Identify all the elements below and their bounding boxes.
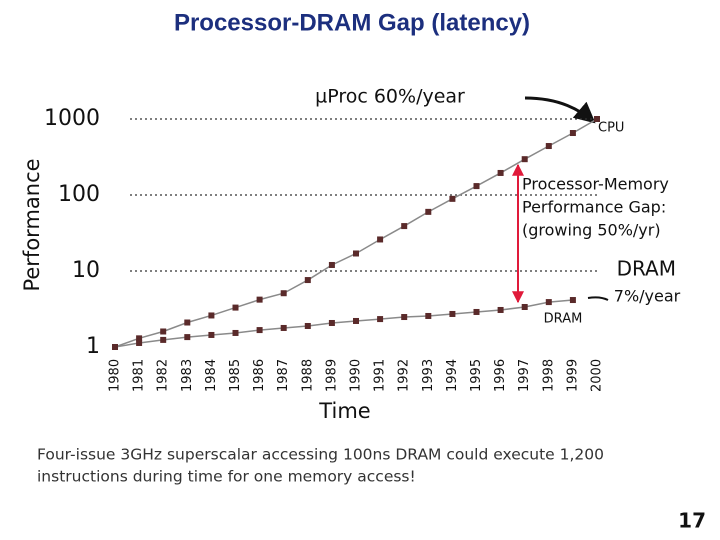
x-tick-label: 1990 xyxy=(349,359,364,392)
data-point xyxy=(280,324,287,331)
footnote: Four-issue 3GHz superscalar accessing 10… xyxy=(37,446,604,464)
x-tick-label: 1999 xyxy=(565,359,580,392)
data-point xyxy=(521,303,528,310)
y-tick-label: 100 xyxy=(58,182,100,207)
legend-label: CPU xyxy=(598,121,624,136)
data-point xyxy=(473,183,480,190)
data-point xyxy=(136,335,143,342)
data-point xyxy=(401,314,408,321)
footnote: instructions during time for one memory … xyxy=(37,468,416,486)
data-point xyxy=(184,334,191,341)
annotation: 7%/year xyxy=(614,287,681,306)
x-tick-label: 2000 xyxy=(590,359,605,392)
x-tick-label: 1989 xyxy=(324,359,339,392)
data-point xyxy=(280,290,287,297)
series-line xyxy=(114,299,573,348)
x-axis-label: Time xyxy=(318,399,370,423)
data-point xyxy=(232,329,239,336)
annotation: DRAM xyxy=(617,257,676,281)
y-tick-label: 1 xyxy=(86,334,100,359)
x-tick-label: 1986 xyxy=(252,359,267,392)
dram-pointer xyxy=(587,296,609,301)
data-point xyxy=(377,236,384,243)
x-tick-label: 1992 xyxy=(397,359,412,392)
chart-title: Processor-DRAM Gap (latency) xyxy=(174,9,530,36)
data-point xyxy=(304,277,311,284)
annotation: (growing 50%/yr) xyxy=(522,221,661,240)
x-tick-label: 1984 xyxy=(204,359,219,392)
y-tick-label: 10 xyxy=(72,258,100,283)
x-tick-label: 1980 xyxy=(108,359,123,392)
data-point xyxy=(449,310,456,317)
data-point xyxy=(497,306,504,313)
data-point xyxy=(160,336,167,343)
x-tick-label: 1997 xyxy=(517,359,532,392)
x-tick-label: 1998 xyxy=(541,359,556,392)
data-point xyxy=(353,250,359,257)
x-tick-label: 1983 xyxy=(180,359,195,392)
x-tick-label: 1988 xyxy=(300,359,315,392)
data-point xyxy=(328,261,335,268)
data-point xyxy=(497,169,504,176)
page-number: 17 xyxy=(678,509,706,533)
data-point xyxy=(401,223,408,230)
x-tick-label: 1981 xyxy=(132,359,147,392)
x-tick-label: 1985 xyxy=(228,359,243,392)
data-point xyxy=(160,328,167,335)
x-tick-label: 1987 xyxy=(276,359,291,392)
data-point xyxy=(208,312,215,319)
data-point xyxy=(594,116,600,122)
data-point xyxy=(232,304,239,311)
data-point xyxy=(256,296,263,303)
x-tick-label: 1982 xyxy=(156,359,171,392)
data-point xyxy=(545,299,552,306)
legend-label: DRAM xyxy=(544,312,583,327)
annotation: Performance Gap: xyxy=(522,198,666,217)
data-point xyxy=(569,297,576,304)
data-point xyxy=(473,308,480,315)
y-axis-label: Performance xyxy=(20,158,44,291)
data-point xyxy=(184,319,191,326)
annotation-arrow xyxy=(524,96,596,124)
data-point xyxy=(425,312,432,319)
data-point xyxy=(449,195,456,202)
data-point xyxy=(208,331,215,338)
data-point xyxy=(377,316,384,323)
data-point xyxy=(545,143,552,150)
data-point xyxy=(304,322,311,329)
data-point xyxy=(112,344,118,350)
annotation: µProc 60%/year xyxy=(315,86,465,108)
x-tick-label: 1991 xyxy=(373,359,388,392)
data-point xyxy=(328,319,335,326)
x-tick-label: 1995 xyxy=(469,359,484,392)
data-point xyxy=(425,208,432,215)
x-tick-label: 1996 xyxy=(493,359,508,392)
x-tick-label: 1993 xyxy=(421,359,436,392)
data-point xyxy=(521,156,528,163)
data-point xyxy=(353,317,359,324)
data-point xyxy=(256,327,263,334)
annotation: Processor-Memory xyxy=(522,175,669,194)
x-tick-label: 1994 xyxy=(445,359,460,392)
data-point xyxy=(136,339,143,346)
data-point xyxy=(569,130,576,137)
y-tick-label: 1000 xyxy=(44,106,100,131)
